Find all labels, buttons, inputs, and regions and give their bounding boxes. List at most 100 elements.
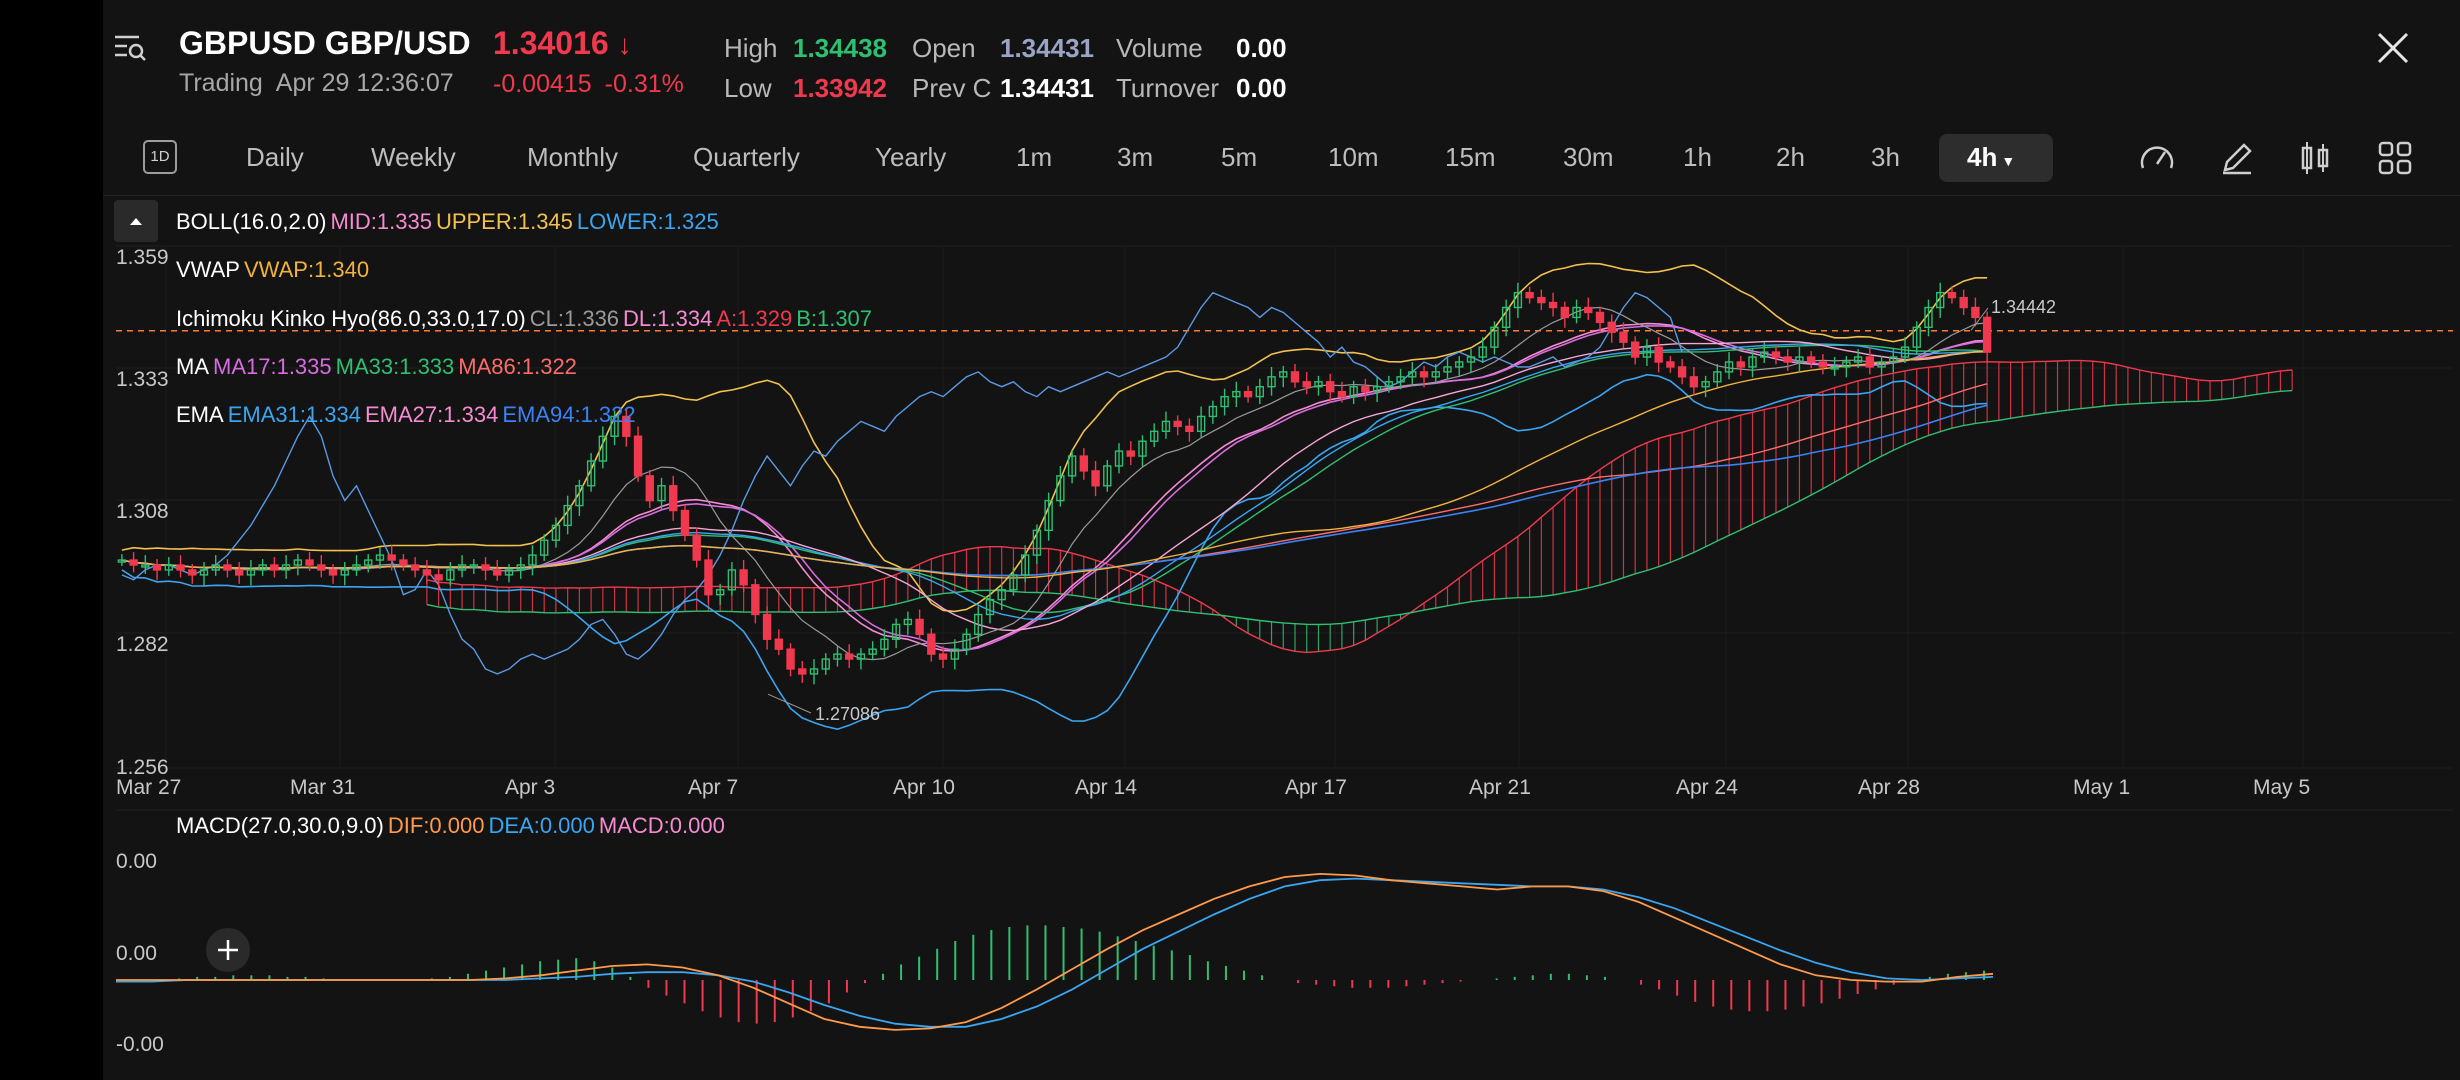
tab-yearly[interactable]: Yearly xyxy=(875,142,947,172)
tab-daily[interactable]: Daily xyxy=(246,142,304,172)
macd-y-tick: -0.00 xyxy=(116,1033,164,1056)
candle-body xyxy=(938,653,948,660)
ema31-line xyxy=(121,343,1988,621)
close-icon[interactable] xyxy=(2373,28,2413,68)
symbol-code: GBPUSD xyxy=(179,25,316,61)
lagging-span-line xyxy=(121,291,1683,675)
candle-body xyxy=(633,435,643,477)
candle-body xyxy=(1853,356,1863,363)
candle-body xyxy=(575,485,584,507)
candle-body xyxy=(739,569,748,586)
interval-bar: 1D Daily Weekly Monthly Quarterly Yearly… xyxy=(103,128,2460,188)
change-percent: -0.31% xyxy=(604,70,684,98)
tab-1h[interactable]: 1h xyxy=(1683,142,1712,172)
candle-body xyxy=(223,564,232,571)
symbol-title[interactable]: GBPUSD GBP/USD xyxy=(179,25,471,62)
tab-quarterly[interactable]: Quarterly xyxy=(693,142,800,172)
legend-ma-name: MA xyxy=(176,354,209,379)
candle-body xyxy=(610,415,619,437)
candle-body xyxy=(1760,351,1769,358)
plus-icon xyxy=(218,940,238,960)
legend-ma33: MA33:1.333 xyxy=(335,354,455,379)
turnover-value: 0.00 xyxy=(1236,73,1287,103)
candle-body xyxy=(1971,306,1980,319)
y-tick-label: 1.256 xyxy=(116,756,169,779)
candle-body xyxy=(1185,425,1194,433)
candle-body xyxy=(1900,346,1910,358)
calendar-icon[interactable]: 1D xyxy=(143,140,177,174)
tab-15m[interactable]: 15m xyxy=(1445,142,1496,172)
x-tick-label: May 1 xyxy=(2073,776,2131,799)
chart-grid xyxy=(116,245,2453,811)
tab-5m[interactable]: 5m xyxy=(1221,142,1258,172)
candle-body xyxy=(1713,371,1722,383)
price-chart[interactable] xyxy=(103,0,2460,1080)
tab-4h-label: 4h xyxy=(1967,142,1998,172)
active-tab-background xyxy=(1939,134,2053,182)
candle-body xyxy=(516,564,525,571)
candle-body xyxy=(715,589,725,596)
tab-10m[interactable]: 10m xyxy=(1328,142,1379,172)
speedometer-icon[interactable] xyxy=(2137,138,2177,178)
candle-body xyxy=(1267,376,1276,388)
legend-boll-lower: LOWER:1.325 xyxy=(576,209,719,234)
senkou-b-line xyxy=(426,389,2293,626)
candle-body xyxy=(1677,366,1687,378)
add-indicator-button[interactable] xyxy=(206,928,250,972)
candle-body xyxy=(1736,361,1745,368)
legend-vwap-name: VWAP xyxy=(176,257,240,282)
candle-body xyxy=(141,564,150,568)
candle-body xyxy=(1724,361,1734,373)
chart-app: GBPUSD GBP/USD 1.34016 ↓ Trading Apr 29 … xyxy=(103,0,2460,1080)
candle-body xyxy=(1842,361,1851,368)
tab-4h[interactable]: 4h ▼ xyxy=(1967,142,2015,173)
candle-body xyxy=(1173,420,1182,428)
tab-3h[interactable]: 3h xyxy=(1871,142,1900,172)
candle-body xyxy=(1830,366,1839,370)
legend-ichimoku-cl: CL:1.336 xyxy=(529,306,620,331)
candle-body xyxy=(305,559,314,566)
candle-body xyxy=(1783,356,1792,363)
candle-body xyxy=(504,569,514,576)
candle-body xyxy=(821,658,830,670)
candle-body xyxy=(985,598,995,616)
candle-body xyxy=(211,564,220,571)
collapse-legend-button[interactable] xyxy=(114,200,158,242)
pencil-icon[interactable] xyxy=(2217,138,2257,178)
candle-body xyxy=(1642,346,1652,358)
candle-body xyxy=(1595,311,1605,324)
candle-body xyxy=(563,504,572,527)
candle-body xyxy=(1349,386,1358,398)
candle-body xyxy=(586,460,596,487)
grid-icon[interactable] xyxy=(2375,138,2415,178)
candle-body xyxy=(704,559,713,596)
candle-body xyxy=(1771,351,1781,358)
candle-body xyxy=(1748,356,1757,368)
candle-body xyxy=(1936,291,1945,309)
candle-body xyxy=(539,539,549,556)
price-change: -0.00415 -0.31% xyxy=(493,70,684,99)
tab-2h[interactable]: 2h xyxy=(1776,142,1805,172)
candle-body xyxy=(1044,499,1053,532)
candle-body xyxy=(915,618,924,636)
tab-3m[interactable]: 3m xyxy=(1117,142,1154,172)
candle-body xyxy=(1150,430,1159,442)
high-value: 1.34438 xyxy=(793,33,887,63)
legend-ichimoku-name: Ichimoku Kinko Hyo(86.0,33.0,17.0) xyxy=(176,306,526,331)
candle-body xyxy=(1279,371,1288,378)
tab-1m[interactable]: 1m xyxy=(1016,142,1053,172)
candle-body xyxy=(446,569,455,581)
tab-30m[interactable]: 30m xyxy=(1563,142,1614,172)
candle-body xyxy=(493,569,502,576)
candle-body xyxy=(176,564,185,571)
candle-body xyxy=(657,485,666,502)
candle-body xyxy=(762,613,772,640)
candle-body xyxy=(1501,306,1511,329)
candle-body xyxy=(1490,326,1499,348)
tab-weekly[interactable]: Weekly xyxy=(371,142,456,172)
candle-type-icon[interactable] xyxy=(2295,138,2335,178)
search-menu-icon[interactable] xyxy=(113,30,147,64)
candle-body xyxy=(234,569,244,576)
x-tick-label: Apr 3 xyxy=(505,776,556,799)
tab-monthly[interactable]: Monthly xyxy=(527,142,619,172)
